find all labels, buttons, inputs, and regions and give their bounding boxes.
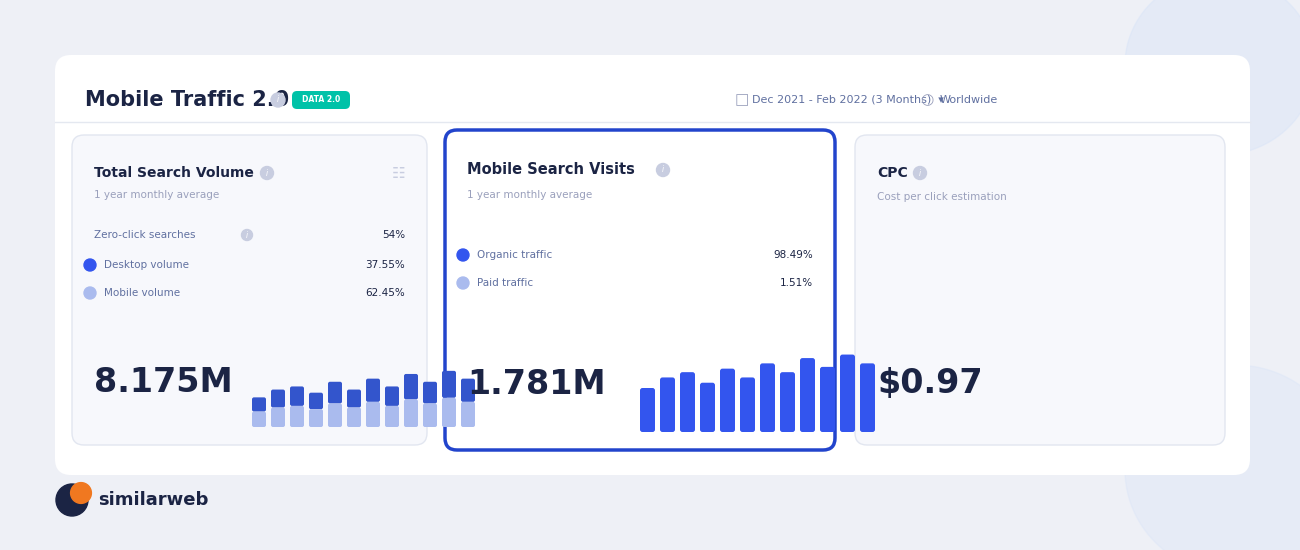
Text: Cost per click estimation: Cost per click estimation bbox=[878, 192, 1006, 202]
Text: Mobile volume: Mobile volume bbox=[104, 288, 181, 298]
Text: i: i bbox=[277, 96, 280, 104]
FancyBboxPatch shape bbox=[347, 408, 361, 427]
FancyBboxPatch shape bbox=[290, 406, 304, 427]
FancyBboxPatch shape bbox=[861, 364, 875, 432]
FancyBboxPatch shape bbox=[720, 368, 734, 432]
Text: 62.45%: 62.45% bbox=[365, 288, 406, 298]
FancyBboxPatch shape bbox=[367, 378, 380, 402]
FancyBboxPatch shape bbox=[462, 402, 474, 427]
FancyBboxPatch shape bbox=[840, 355, 855, 432]
FancyBboxPatch shape bbox=[800, 358, 815, 432]
Text: 1 year monthly average: 1 year monthly average bbox=[467, 190, 593, 200]
FancyBboxPatch shape bbox=[270, 408, 285, 427]
FancyBboxPatch shape bbox=[404, 399, 419, 427]
Circle shape bbox=[84, 259, 96, 271]
Text: i: i bbox=[266, 168, 268, 178]
FancyBboxPatch shape bbox=[422, 382, 437, 404]
FancyBboxPatch shape bbox=[55, 55, 1251, 475]
Text: 1.51%: 1.51% bbox=[780, 278, 812, 288]
FancyBboxPatch shape bbox=[760, 364, 775, 432]
FancyBboxPatch shape bbox=[680, 372, 696, 432]
Text: $0.97: $0.97 bbox=[878, 366, 983, 399]
FancyBboxPatch shape bbox=[309, 393, 322, 409]
Circle shape bbox=[270, 93, 285, 107]
Text: Worldwide: Worldwide bbox=[940, 95, 998, 105]
FancyBboxPatch shape bbox=[309, 409, 322, 427]
Text: □: □ bbox=[734, 92, 749, 107]
FancyBboxPatch shape bbox=[290, 387, 304, 406]
FancyBboxPatch shape bbox=[72, 135, 426, 445]
Circle shape bbox=[656, 163, 670, 177]
Text: i: i bbox=[919, 168, 922, 178]
FancyBboxPatch shape bbox=[270, 389, 285, 408]
Text: Desktop volume: Desktop volume bbox=[104, 260, 188, 270]
FancyBboxPatch shape bbox=[855, 135, 1225, 445]
Text: Mobile Traffic 2.0: Mobile Traffic 2.0 bbox=[84, 90, 289, 110]
FancyBboxPatch shape bbox=[740, 377, 755, 432]
Text: 1 year monthly average: 1 year monthly average bbox=[94, 190, 220, 200]
Circle shape bbox=[84, 287, 96, 299]
Text: Organic traffic: Organic traffic bbox=[477, 250, 552, 260]
Text: 37.55%: 37.55% bbox=[365, 260, 406, 270]
Circle shape bbox=[56, 484, 88, 516]
Text: similarweb: similarweb bbox=[98, 491, 208, 509]
Circle shape bbox=[70, 482, 91, 503]
Circle shape bbox=[458, 249, 469, 261]
FancyBboxPatch shape bbox=[699, 383, 715, 432]
FancyBboxPatch shape bbox=[404, 374, 419, 399]
Text: ☷: ☷ bbox=[393, 166, 406, 180]
Circle shape bbox=[914, 167, 927, 179]
FancyBboxPatch shape bbox=[660, 377, 675, 432]
FancyBboxPatch shape bbox=[385, 387, 399, 406]
FancyBboxPatch shape bbox=[442, 398, 456, 427]
Text: 1.781M: 1.781M bbox=[467, 368, 606, 402]
Text: DATA 2.0: DATA 2.0 bbox=[302, 96, 341, 104]
Circle shape bbox=[458, 277, 469, 289]
Text: 54%: 54% bbox=[382, 230, 406, 240]
FancyBboxPatch shape bbox=[328, 382, 342, 404]
Text: Zero-click searches: Zero-click searches bbox=[94, 230, 195, 240]
Text: Mobile Search Visits: Mobile Search Visits bbox=[467, 162, 634, 178]
FancyBboxPatch shape bbox=[252, 411, 266, 427]
FancyBboxPatch shape bbox=[385, 406, 399, 427]
Text: Dec 2021 - Feb 2022 (3 Months)  ▾: Dec 2021 - Feb 2022 (3 Months) ▾ bbox=[751, 95, 944, 105]
FancyBboxPatch shape bbox=[442, 371, 456, 398]
FancyBboxPatch shape bbox=[252, 397, 266, 411]
Text: Total Search Volume: Total Search Volume bbox=[94, 166, 254, 180]
FancyBboxPatch shape bbox=[640, 388, 655, 432]
FancyBboxPatch shape bbox=[780, 372, 796, 432]
Circle shape bbox=[242, 229, 252, 240]
Text: i: i bbox=[662, 166, 664, 174]
FancyBboxPatch shape bbox=[292, 91, 350, 109]
Text: ○: ○ bbox=[920, 92, 933, 107]
Text: 8.175M: 8.175M bbox=[94, 366, 233, 399]
FancyBboxPatch shape bbox=[422, 404, 437, 427]
Text: 98.49%: 98.49% bbox=[774, 250, 812, 260]
FancyBboxPatch shape bbox=[347, 389, 361, 408]
FancyBboxPatch shape bbox=[445, 130, 835, 450]
FancyBboxPatch shape bbox=[367, 402, 380, 427]
FancyBboxPatch shape bbox=[328, 404, 342, 427]
Polygon shape bbox=[1124, 0, 1300, 155]
Text: CPC: CPC bbox=[878, 166, 907, 180]
FancyBboxPatch shape bbox=[462, 378, 474, 402]
FancyBboxPatch shape bbox=[820, 367, 835, 432]
Circle shape bbox=[260, 167, 273, 179]
Polygon shape bbox=[1124, 365, 1300, 550]
Text: Paid traffic: Paid traffic bbox=[477, 278, 533, 288]
Text: i: i bbox=[246, 230, 248, 239]
